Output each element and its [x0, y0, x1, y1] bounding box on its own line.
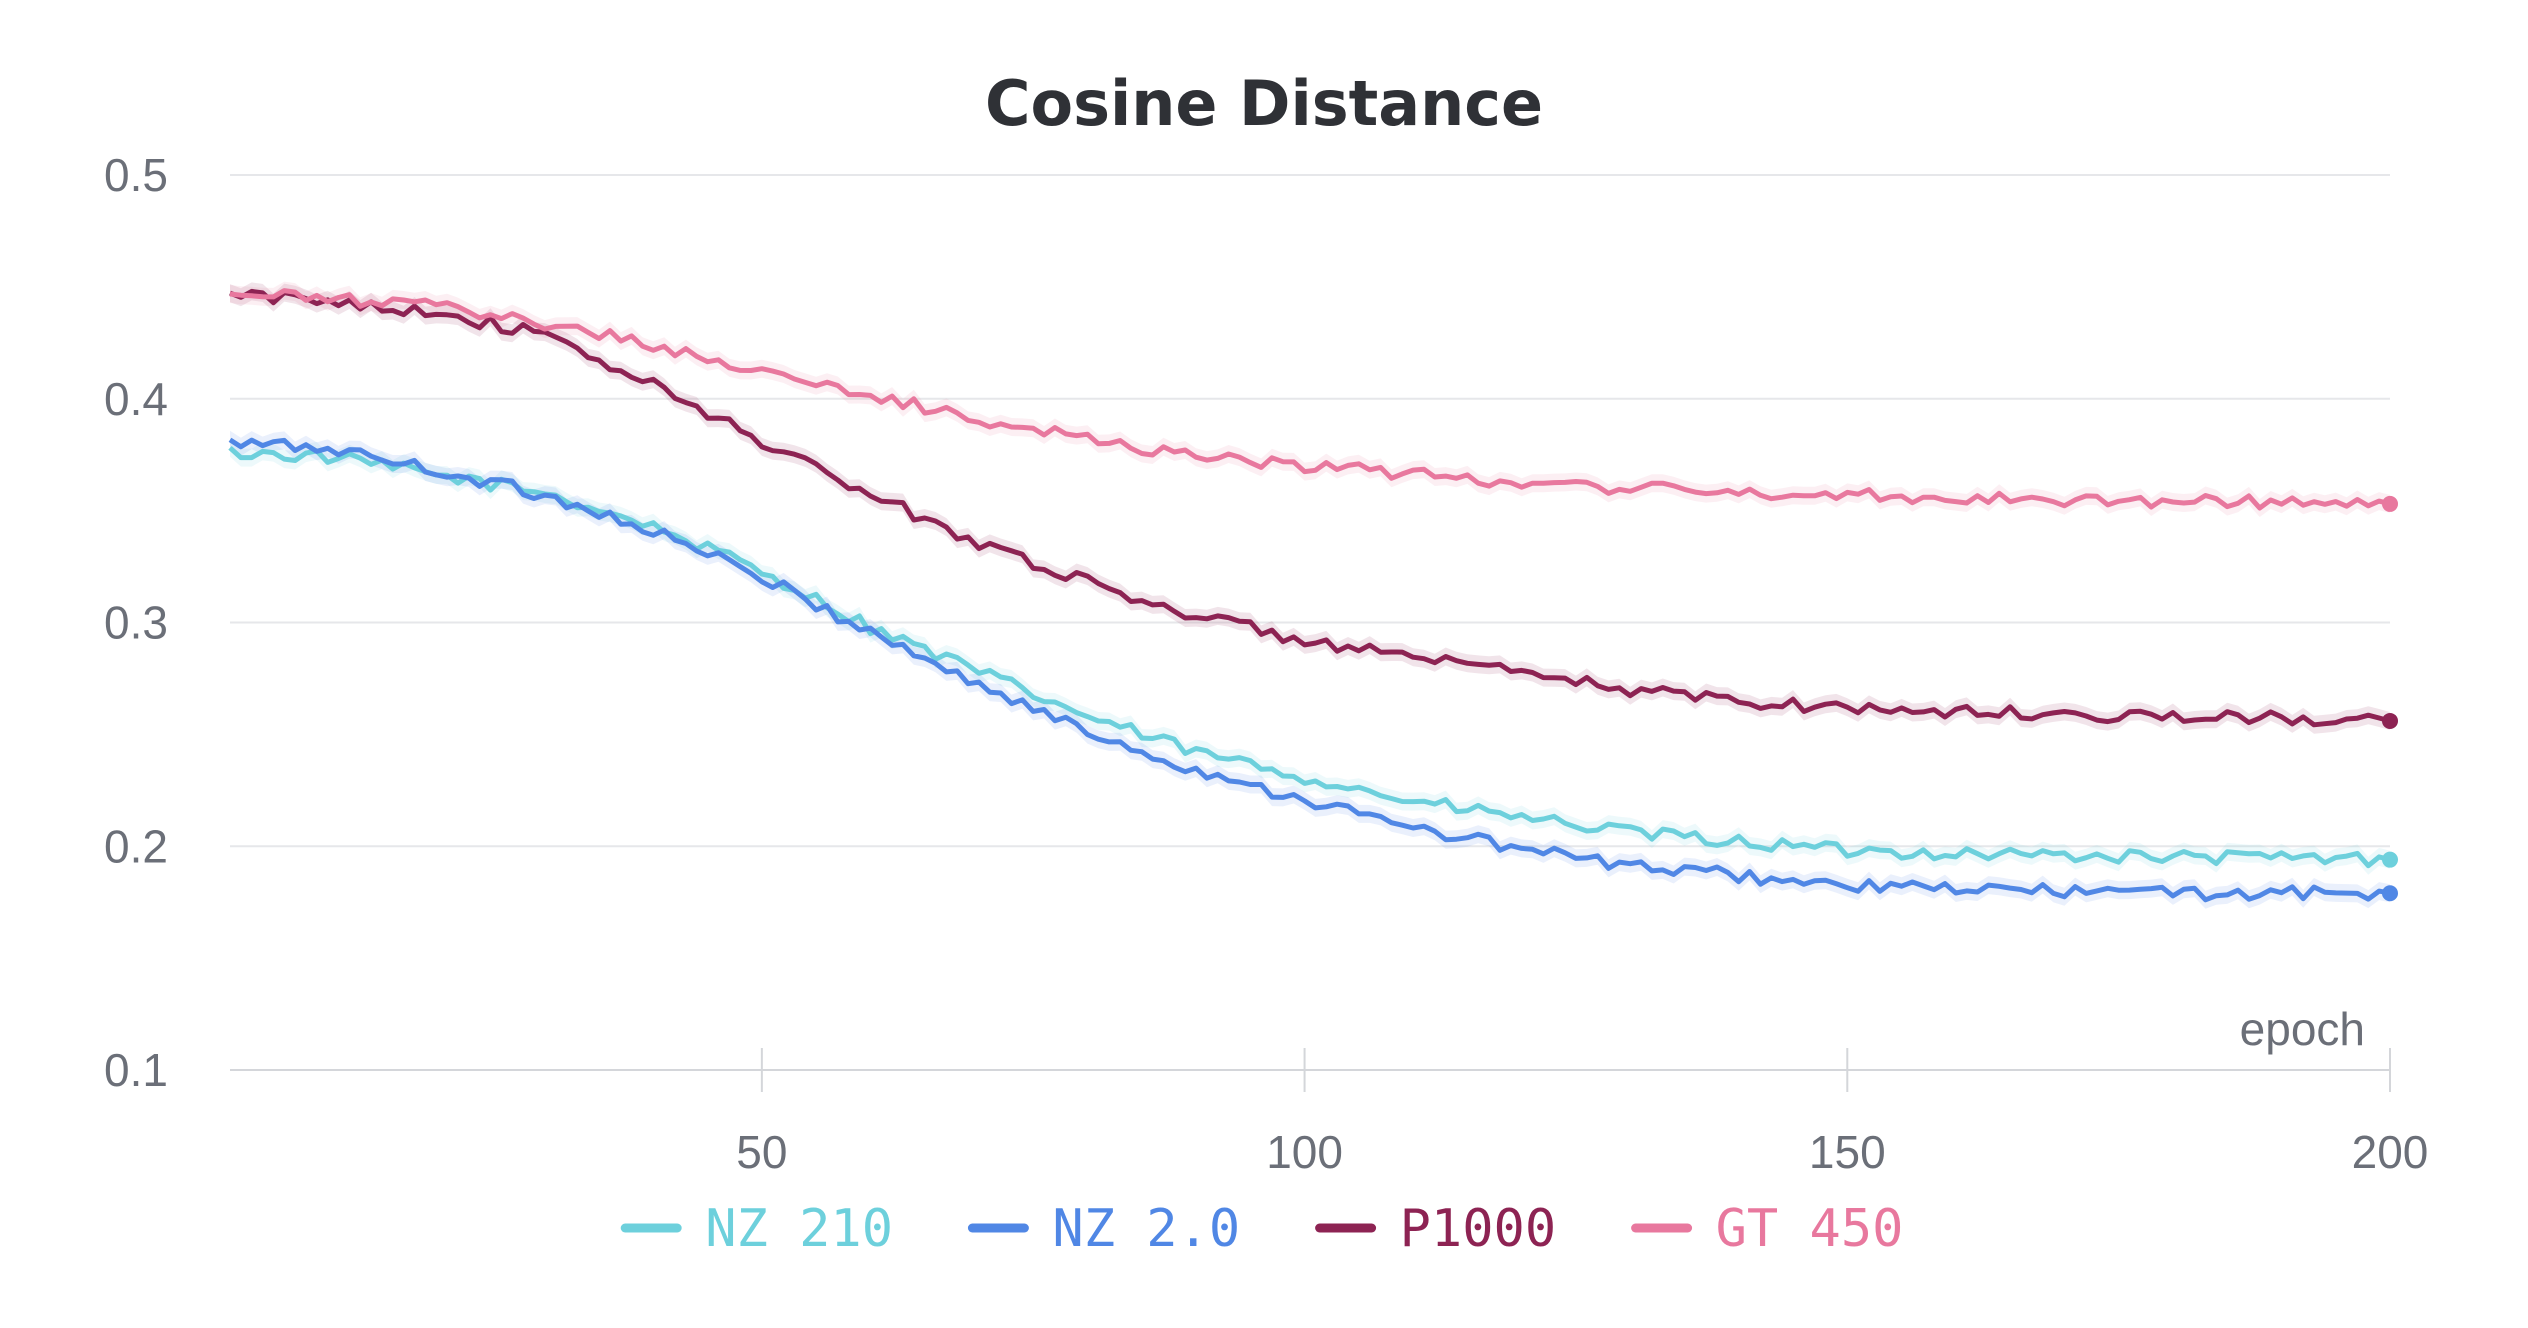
y-tick-label: 0.5: [104, 149, 168, 201]
series-line: [228, 445, 2391, 869]
y-tick-label: 0.3: [104, 597, 168, 649]
series-bands: [230, 281, 2390, 909]
series-end-point: [2382, 712, 2398, 729]
x-tick-label: 200: [2352, 1126, 2429, 1178]
legend-entry: NZ 2.0: [1052, 1199, 1240, 1259]
legend-entry: P1000: [1400, 1199, 1557, 1259]
series-lines: [228, 288, 2398, 903]
legend-entry: NZ 210: [705, 1199, 893, 1259]
series-end-point: [2382, 851, 2398, 868]
series-line: [229, 288, 2391, 511]
legend: NZ 210 NZ 2.0 P1000 GT 450: [620, 1199, 1904, 1259]
gridlines: [230, 174, 2391, 1092]
y-tick-label: 0.1: [104, 1044, 168, 1096]
y-tick-label: 0.4: [104, 373, 168, 425]
x-tick-label: 100: [1266, 1126, 1343, 1178]
series-end-point: [2382, 495, 2398, 512]
x-tick-labels: 50 100 150 200: [736, 1126, 2428, 1178]
x-tick-label: 50: [736, 1126, 787, 1178]
chart-title: Cosine Distance: [985, 67, 1543, 140]
series-band: [230, 438, 2390, 875]
y-tick-label: 0.2: [104, 820, 168, 872]
x-tick-label: 150: [1809, 1126, 1886, 1178]
legend-entry: GT 450: [1716, 1199, 1904, 1259]
y-tick-labels: 0.1 0.2 0.3 0.4 0.5: [104, 149, 168, 1096]
series-end-point: [2382, 885, 2398, 902]
x-axis-label: epoch: [2240, 1003, 2365, 1055]
series-line: [229, 288, 2391, 728]
series-line: [228, 437, 2391, 903]
